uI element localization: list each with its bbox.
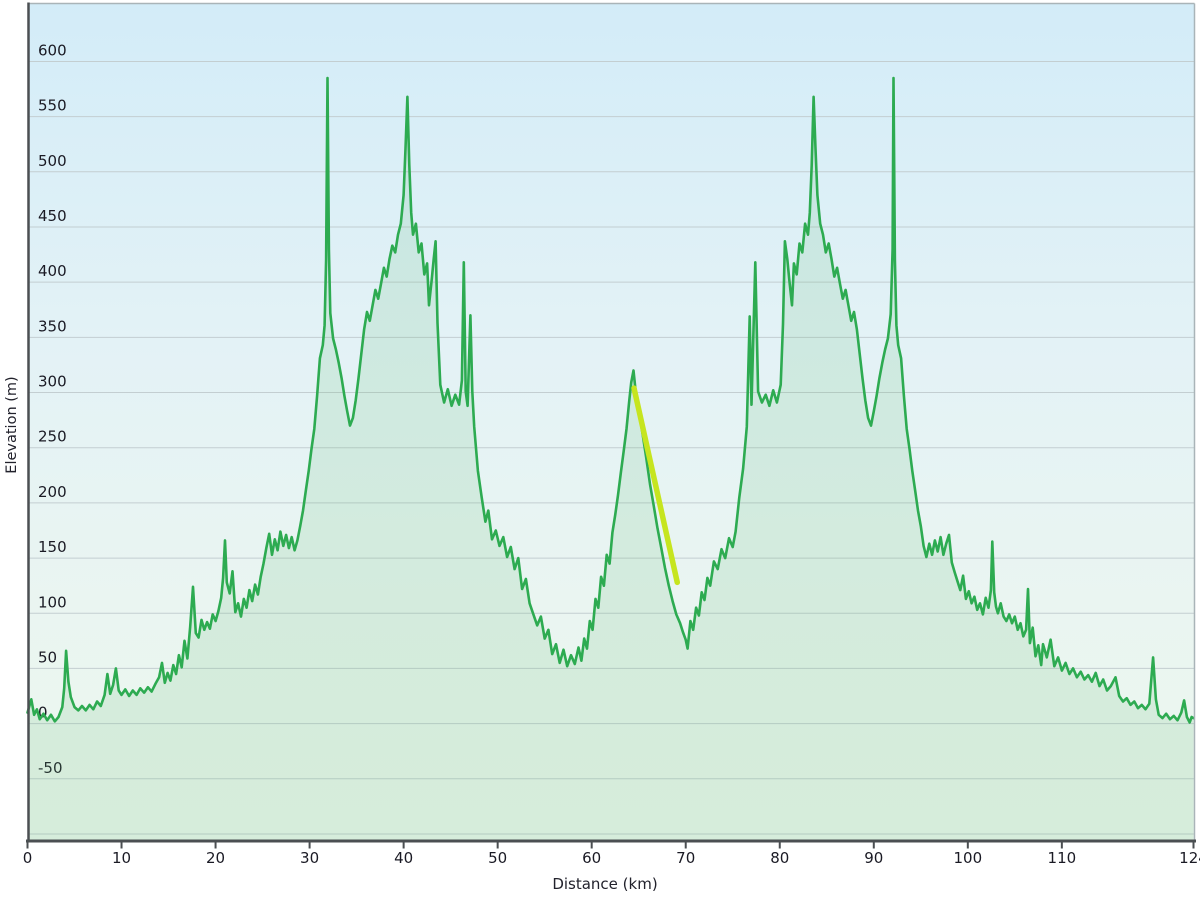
y-axis-tick-label: 600	[38, 41, 67, 59]
y-axis-tick-label: 50	[38, 648, 57, 666]
x-axis-tick-label: 20	[206, 849, 225, 867]
x-axis-tick-label: 10	[112, 849, 131, 867]
x-axis-tick-label: 124	[1179, 849, 1200, 867]
y-axis-tick-label: 0	[38, 704, 48, 722]
y-axis-tick-label: 450	[38, 207, 67, 225]
elevation-area-fill	[27, 78, 1194, 840]
x-axis-tick-label: 70	[676, 849, 695, 867]
y-axis-title: Elevation (m)	[4, 376, 20, 473]
x-axis-tick-label: 50	[488, 849, 507, 867]
y-axis-tick-label: 400	[38, 262, 67, 280]
y-axis-tick-label: 350	[38, 317, 67, 335]
x-axis-tick-label: 110	[1048, 849, 1077, 867]
plot-area[interactable]	[28, 3, 1195, 840]
y-axis-tick-label: -50	[38, 759, 63, 777]
x-axis-tick-label: 80	[770, 849, 789, 867]
x-axis-tick-label: 90	[864, 849, 883, 867]
y-axis-tick-label: 150	[38, 538, 67, 556]
x-axis-tick-label: 30	[300, 849, 319, 867]
y-axis-tick-label: 200	[38, 483, 67, 501]
y-axis-tick-label: 100	[38, 593, 67, 611]
y-axis-tick-label: 500	[38, 152, 67, 170]
x-axis-title: Distance (km)	[552, 875, 657, 893]
elevation-profile-line	[26, 76, 1195, 724]
y-axis-tick-label: 550	[38, 97, 67, 115]
x-axis-tick-label: 0	[23, 849, 33, 867]
x-axis-tick-label: 100	[954, 849, 983, 867]
x-axis-tick-label: 40	[394, 849, 413, 867]
selected-section-line[interactable]	[631, 385, 681, 586]
x-axis-tick-label: 60	[582, 849, 601, 867]
y-axis-tick-label: 300	[38, 373, 67, 391]
y-axis-tick-label: 250	[38, 428, 67, 446]
